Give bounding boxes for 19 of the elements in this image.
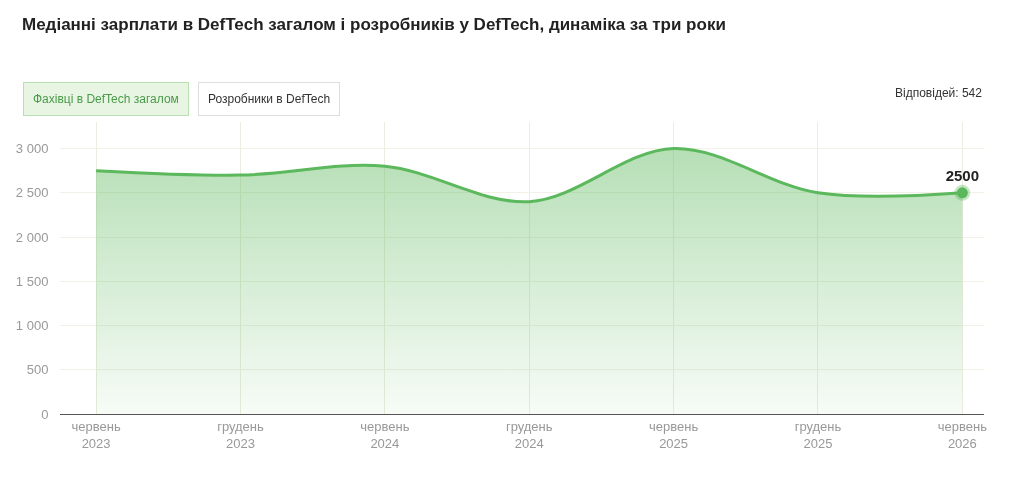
x-tick-label: грудень 2025	[794, 418, 842, 451]
y-tick-label: 3 000	[15, 141, 49, 157]
text: Фахівці в DefTech загалом	[33, 92, 179, 106]
text: Відповідей: 542	[895, 86, 983, 100]
y-tick-label: 2 000	[15, 229, 49, 245]
y-tick-label: 1 500	[15, 273, 49, 289]
x-tick-label: червень 2023	[71, 418, 121, 451]
x-tick-label: червень 2025	[649, 418, 699, 451]
y-tick-label: 500	[26, 362, 49, 378]
x-tick-label: червень 2024	[360, 418, 410, 451]
text: Розробники в DefTech	[208, 92, 331, 106]
y-tick-label: 0	[41, 406, 49, 422]
x-tick-label: грудень 2024	[505, 418, 553, 451]
x-tick-label: червень 2026	[937, 418, 988, 451]
chart-title: Медіанні зарплати в DefTech загалом і розробників у DefTech, динаміка за три роки	[22, 14, 726, 34]
y-tick-label: 2 500	[15, 185, 49, 201]
y-tick-label: 1 000	[15, 318, 49, 334]
x-tick-label: грудень 2023	[217, 418, 265, 451]
data-label: 2500	[945, 167, 980, 185]
